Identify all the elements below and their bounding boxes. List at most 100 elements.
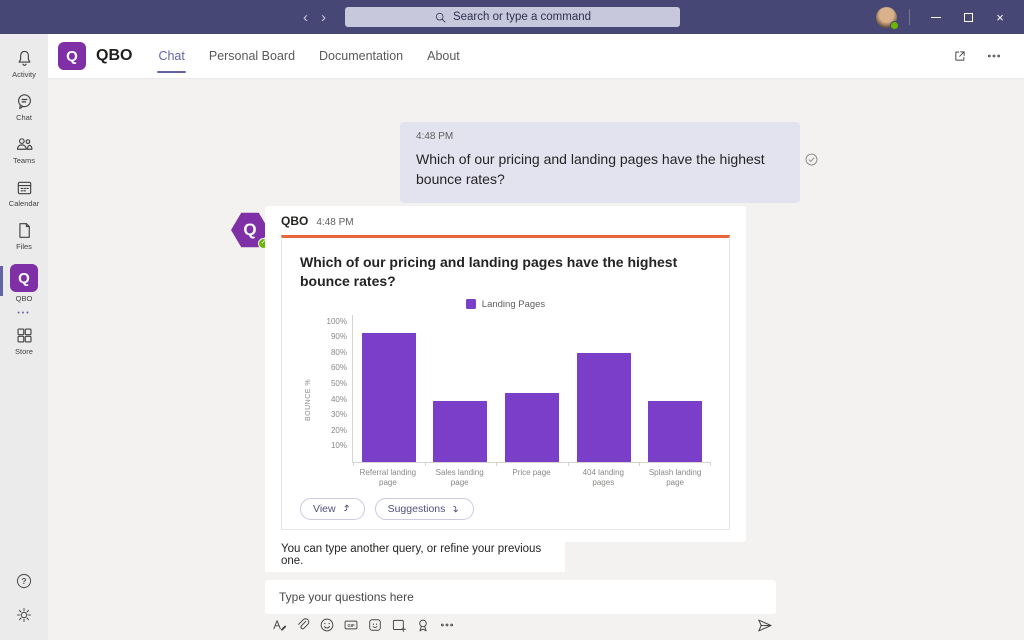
gif-icon[interactable]: GIF xyxy=(342,616,359,633)
x-axis-tick xyxy=(639,461,641,466)
y-tick-label: 50% xyxy=(330,379,347,389)
bar-404-landing-pages[interactable] xyxy=(576,352,631,462)
arrow-down-curve-icon xyxy=(450,503,461,514)
titlebar-divider xyxy=(909,9,910,25)
compose-toolbar: GIF xyxy=(270,616,455,633)
adaptive-card: Which of our pricing and landing pages h… xyxy=(281,235,730,530)
message-input[interactable] xyxy=(265,580,776,614)
app-rail: Activity Chat Teams Calendar Files Q QBO ••• Sto… xyxy=(0,34,48,640)
chart-legend: Landing Pages xyxy=(300,299,711,310)
bar-splash-landing-page[interactable] xyxy=(648,401,703,462)
suggestions-button[interactable]: Suggestions xyxy=(374,497,475,520)
bell-icon xyxy=(15,49,34,68)
bar-chart: BOUNCE % 100% 90% 80% 60% 50% 40% 30% 20% 10% Re… xyxy=(305,314,711,489)
emoji-icon[interactable] xyxy=(318,616,335,633)
plot-area: 100% 90% 80% 60% 50% 40% 30% 20% 10% xyxy=(327,314,711,466)
sidebar-item-activity[interactable]: Activity xyxy=(0,42,48,85)
message-timestamp: 4:48 PM xyxy=(416,131,454,142)
x-axis-tick xyxy=(353,461,354,466)
praise-icon[interactable] xyxy=(414,616,431,633)
search-input[interactable]: Search or type a command xyxy=(345,7,680,27)
user-message-text: Which of our pricing and landing pages h… xyxy=(416,151,765,188)
sidebar-item-teams[interactable]: Teams xyxy=(0,128,48,171)
sidebar-item-label: Store xyxy=(15,347,33,356)
minimize-button[interactable] xyxy=(920,0,952,34)
attach-icon[interactable] xyxy=(294,616,311,633)
bar-price-page[interactable] xyxy=(505,393,559,462)
sticker-icon[interactable] xyxy=(366,616,383,633)
back-icon[interactable]: ‹ xyxy=(303,8,308,26)
y-axis-title: BOUNCE % xyxy=(305,378,312,421)
x-tick-label: Referral landing page xyxy=(359,467,417,488)
store-icon xyxy=(15,326,34,345)
y-tick-label: 40% xyxy=(330,394,347,404)
close-button[interactable]: × xyxy=(996,9,1004,25)
y-tick-label: 90% xyxy=(330,332,347,342)
rail-overflow-dots[interactable]: ••• xyxy=(17,310,31,317)
x-axis-tick xyxy=(496,461,498,466)
x-axis-tick xyxy=(567,461,569,466)
button-label: View xyxy=(313,502,336,515)
sent-check-icon xyxy=(804,152,819,167)
app-name: QBO xyxy=(96,47,133,64)
app-tabs: Chat Personal Board Documentation About xyxy=(146,34,471,78)
sidebar-item-qbo[interactable]: Q QBO xyxy=(0,257,48,309)
sidebar-item-chat[interactable]: Chat xyxy=(0,85,48,128)
forward-icon[interactable]: › xyxy=(321,8,326,26)
x-axis-tick xyxy=(424,461,426,466)
search-icon xyxy=(434,11,447,24)
tab-documentation[interactable]: Documentation xyxy=(319,49,404,63)
qbo-app-icon: Q xyxy=(10,264,38,292)
chat-pane: 4:48 PM Which of our pricing and landing… xyxy=(48,80,1024,640)
button-label: Suggestions xyxy=(387,502,446,515)
legend-label: Landing Pages xyxy=(481,298,546,310)
bar-referral-landing-page[interactable] xyxy=(361,332,416,462)
y-tick-label: 20% xyxy=(330,425,347,435)
tab-personal-board[interactable]: Personal Board xyxy=(208,49,296,63)
sidebar-item-calendar[interactable]: Calendar xyxy=(0,171,48,214)
x-tick-label: 404 landing pages xyxy=(582,467,624,488)
y-tick-label: 30% xyxy=(330,410,347,420)
bot-sender-name: QBO xyxy=(281,214,309,228)
x-axis-tick xyxy=(710,461,711,466)
popout-icon[interactable] xyxy=(952,48,968,64)
titlebar: ‹ › Search or type a command × xyxy=(0,0,1024,34)
svg-text:GIF: GIF xyxy=(347,623,354,628)
x-tick-label: Price page xyxy=(512,467,551,477)
search-placeholder: Search or type a command xyxy=(452,11,592,23)
tab-chat[interactable]: Chat xyxy=(146,34,196,78)
settings-gear-icon[interactable] xyxy=(15,606,33,624)
more-options-icon[interactable] xyxy=(986,48,1002,64)
tab-about[interactable]: About xyxy=(427,49,460,63)
x-tick-label: Sales landing page xyxy=(435,467,484,488)
message-timestamp: 4:48 PM xyxy=(316,217,354,228)
compose-box xyxy=(265,580,776,614)
y-tick-label: 10% xyxy=(330,441,347,451)
presence-dot xyxy=(890,20,899,30)
bar-sales-landing-page[interactable] xyxy=(433,401,488,462)
sidebar-item-label: Calendar xyxy=(8,199,40,208)
teams-icon xyxy=(15,135,34,154)
send-button[interactable] xyxy=(756,617,773,634)
sidebar-item-label: Chat xyxy=(16,113,32,122)
schedule-icon[interactable] xyxy=(390,616,407,633)
x-tick-label: Splash landing page xyxy=(648,467,702,488)
format-icon[interactable] xyxy=(270,616,287,633)
y-tick-label: 60% xyxy=(330,363,347,373)
x-axis-labels: Referral landing page Sales landing page P… xyxy=(352,463,711,489)
help-icon[interactable]: ? xyxy=(15,572,33,590)
sidebar-item-label: QBO xyxy=(15,294,33,303)
sidebar-item-store[interactable]: Store xyxy=(0,319,48,362)
user-message: 4:48 PM Which of our pricing and landing… xyxy=(400,122,800,203)
legend-swatch xyxy=(465,299,476,310)
sidebar-item-files[interactable]: Files xyxy=(0,214,48,257)
arrow-up-curve-icon xyxy=(341,503,352,514)
y-tick-label: 100% xyxy=(326,316,347,326)
more-icon[interactable] xyxy=(438,616,455,633)
card-title: Which of our pricing and landing pages h… xyxy=(300,254,678,289)
user-avatar[interactable] xyxy=(876,6,899,30)
calendar-icon xyxy=(15,178,34,197)
app-header: Q QBO Chat Personal Board Documentation Abo… xyxy=(48,34,1024,79)
view-button[interactable]: View xyxy=(300,497,365,520)
maximize-button[interactable] xyxy=(952,0,984,34)
